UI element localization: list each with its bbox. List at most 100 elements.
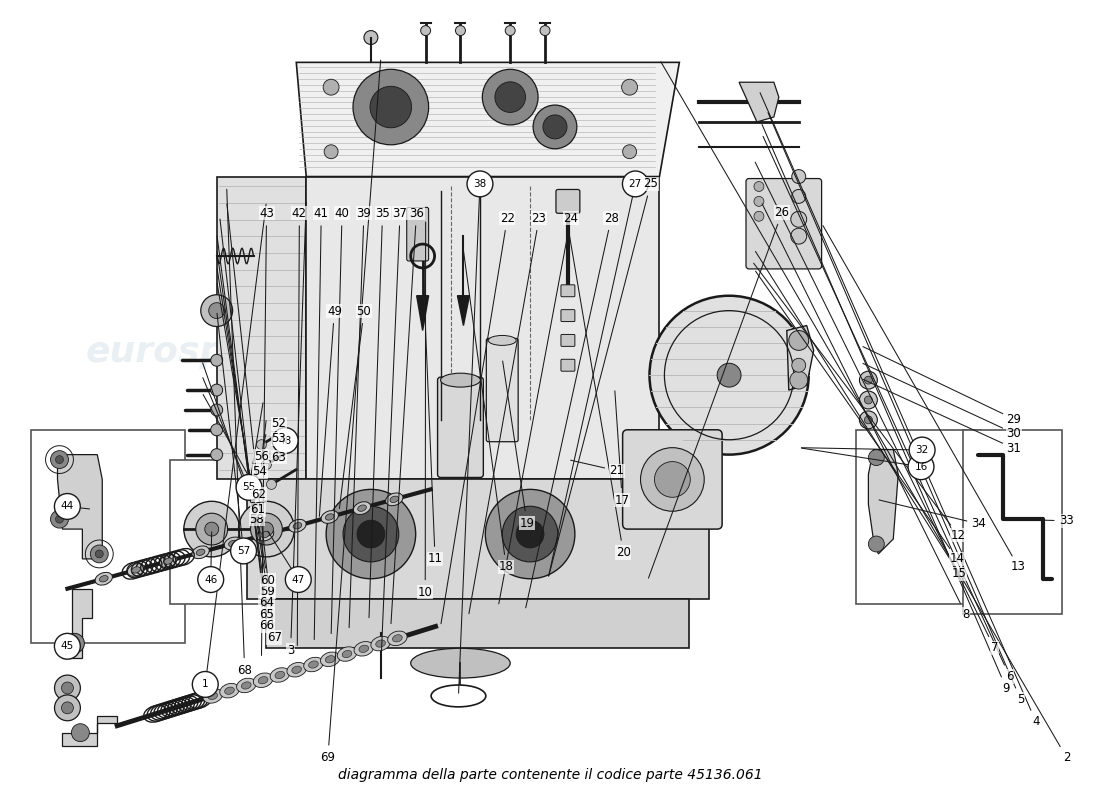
Circle shape bbox=[353, 70, 429, 145]
Circle shape bbox=[251, 514, 283, 545]
Circle shape bbox=[909, 454, 934, 480]
Text: 36: 36 bbox=[409, 207, 424, 220]
Ellipse shape bbox=[224, 537, 242, 550]
Polygon shape bbox=[246, 479, 710, 598]
Ellipse shape bbox=[387, 631, 407, 646]
Ellipse shape bbox=[128, 563, 145, 576]
Circle shape bbox=[495, 82, 526, 113]
Circle shape bbox=[790, 371, 807, 389]
Ellipse shape bbox=[220, 683, 239, 698]
Polygon shape bbox=[63, 589, 92, 658]
Text: 24: 24 bbox=[563, 211, 579, 225]
Ellipse shape bbox=[321, 510, 339, 523]
Text: 59: 59 bbox=[261, 585, 275, 598]
Circle shape bbox=[51, 450, 68, 469]
Text: 16: 16 bbox=[914, 462, 927, 472]
Ellipse shape bbox=[441, 373, 481, 387]
Polygon shape bbox=[63, 716, 118, 746]
Polygon shape bbox=[458, 296, 470, 326]
Text: 18: 18 bbox=[498, 560, 514, 574]
Ellipse shape bbox=[410, 648, 510, 678]
Ellipse shape bbox=[164, 558, 173, 564]
Circle shape bbox=[201, 294, 232, 326]
Text: diagramma della parte contenente il codice parte 45136.061: diagramma della parte contenente il codi… bbox=[338, 768, 762, 782]
Text: 45: 45 bbox=[60, 642, 74, 651]
Circle shape bbox=[211, 449, 222, 461]
Ellipse shape bbox=[287, 662, 307, 677]
Circle shape bbox=[239, 502, 295, 557]
Text: 49: 49 bbox=[327, 305, 342, 318]
Circle shape bbox=[717, 363, 741, 387]
Text: 48: 48 bbox=[278, 435, 292, 446]
Ellipse shape bbox=[386, 493, 403, 506]
Text: 66: 66 bbox=[258, 619, 274, 632]
Circle shape bbox=[640, 448, 704, 511]
Circle shape bbox=[358, 520, 385, 548]
Circle shape bbox=[364, 30, 378, 45]
Polygon shape bbox=[266, 598, 690, 648]
FancyBboxPatch shape bbox=[31, 430, 185, 643]
Ellipse shape bbox=[258, 677, 268, 684]
Text: 11: 11 bbox=[428, 552, 442, 566]
Polygon shape bbox=[417, 296, 429, 330]
Text: 5: 5 bbox=[1016, 693, 1024, 706]
Ellipse shape bbox=[191, 546, 209, 558]
Text: 27: 27 bbox=[629, 179, 642, 189]
Text: 1: 1 bbox=[202, 679, 209, 690]
Circle shape bbox=[205, 522, 219, 536]
Circle shape bbox=[196, 514, 228, 545]
Circle shape bbox=[910, 437, 935, 463]
FancyBboxPatch shape bbox=[623, 430, 722, 529]
Text: 55: 55 bbox=[242, 482, 255, 492]
Text: 58: 58 bbox=[250, 513, 264, 526]
Text: 6: 6 bbox=[1005, 670, 1013, 683]
Ellipse shape bbox=[236, 678, 256, 693]
Text: 23: 23 bbox=[531, 211, 547, 225]
Ellipse shape bbox=[229, 540, 238, 546]
Ellipse shape bbox=[241, 682, 251, 689]
Circle shape bbox=[654, 462, 691, 498]
Circle shape bbox=[859, 411, 878, 429]
Circle shape bbox=[231, 538, 256, 564]
Circle shape bbox=[865, 416, 872, 424]
Ellipse shape bbox=[354, 642, 374, 656]
FancyBboxPatch shape bbox=[857, 430, 981, 603]
Text: eurospares: eurospares bbox=[458, 335, 686, 370]
Text: 9: 9 bbox=[1002, 682, 1010, 695]
Text: 2: 2 bbox=[1063, 751, 1070, 764]
Circle shape bbox=[791, 228, 806, 244]
Text: 8: 8 bbox=[962, 608, 969, 621]
Text: 46: 46 bbox=[205, 574, 218, 585]
Text: 40: 40 bbox=[334, 207, 350, 220]
Text: 28: 28 bbox=[604, 211, 618, 225]
Circle shape bbox=[516, 520, 544, 548]
Circle shape bbox=[326, 490, 416, 578]
Text: 4: 4 bbox=[1032, 715, 1040, 728]
Polygon shape bbox=[306, 177, 659, 479]
Text: 20: 20 bbox=[616, 546, 630, 559]
Text: 44: 44 bbox=[60, 502, 74, 511]
Circle shape bbox=[209, 302, 224, 318]
Circle shape bbox=[198, 566, 223, 593]
Circle shape bbox=[51, 510, 68, 528]
Circle shape bbox=[420, 26, 430, 35]
Text: 64: 64 bbox=[258, 596, 274, 609]
Circle shape bbox=[859, 391, 878, 409]
Text: 12: 12 bbox=[950, 529, 966, 542]
FancyBboxPatch shape bbox=[556, 190, 580, 214]
Text: 65: 65 bbox=[260, 608, 274, 621]
Text: 29: 29 bbox=[1006, 413, 1022, 426]
Circle shape bbox=[285, 566, 311, 593]
Text: 31: 31 bbox=[1006, 442, 1022, 455]
Circle shape bbox=[343, 506, 399, 562]
Circle shape bbox=[55, 515, 64, 523]
Ellipse shape bbox=[390, 496, 398, 502]
Text: 17: 17 bbox=[615, 494, 629, 506]
Text: 14: 14 bbox=[949, 552, 965, 566]
Circle shape bbox=[55, 456, 64, 463]
Circle shape bbox=[754, 197, 763, 206]
Circle shape bbox=[623, 145, 637, 158]
Circle shape bbox=[260, 522, 274, 536]
Circle shape bbox=[868, 536, 884, 552]
FancyBboxPatch shape bbox=[407, 207, 429, 261]
